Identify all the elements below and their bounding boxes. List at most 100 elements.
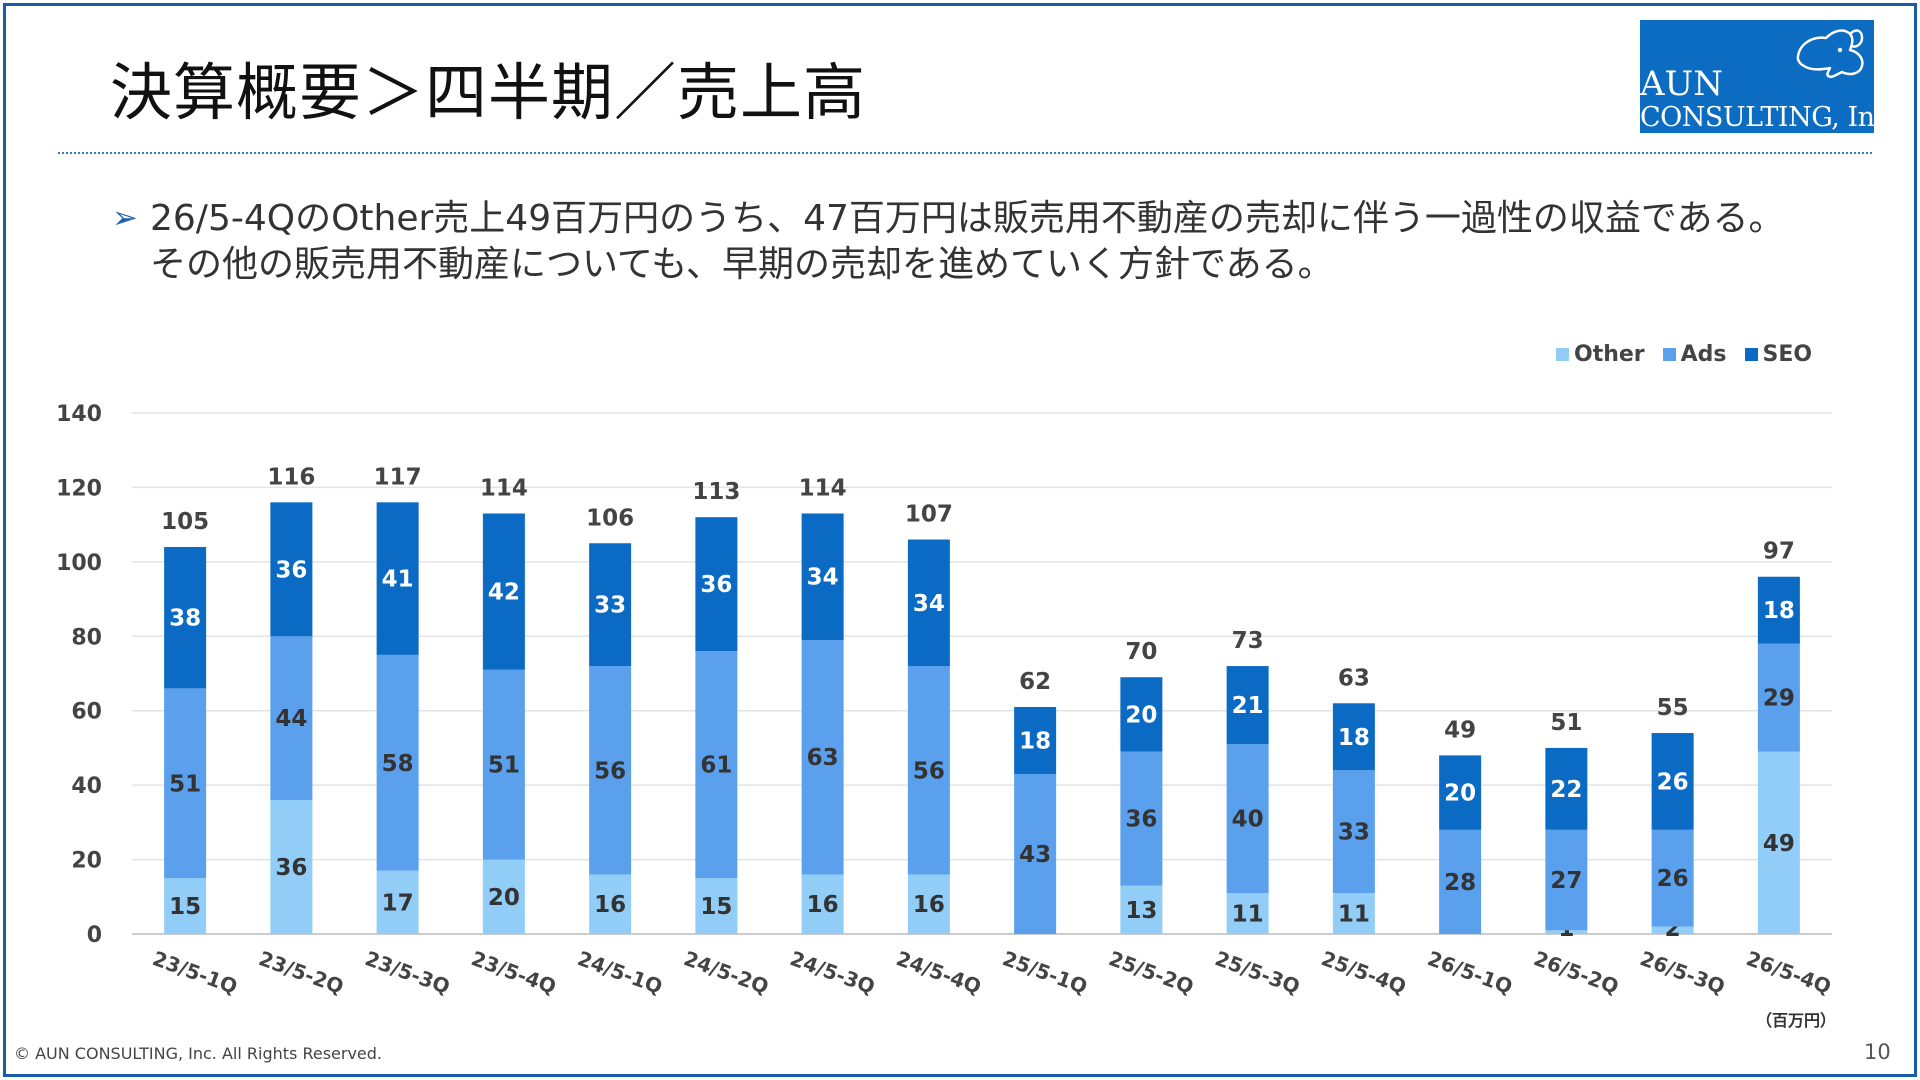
bar-segment-seo bbox=[1014, 706, 1057, 774]
bar-segment-other bbox=[164, 878, 207, 934]
x-tick-label: 26/5-2Q bbox=[1531, 946, 1622, 999]
bar-segment-other bbox=[1120, 885, 1163, 934]
y-tick-label: 40 bbox=[71, 774, 102, 799]
legend-label: SEO bbox=[1762, 342, 1813, 367]
data-label-ads: 40 bbox=[1232, 807, 1264, 833]
total-label: 55 bbox=[1657, 695, 1689, 721]
x-tick-label: 26/5-3Q bbox=[1637, 946, 1728, 999]
total-label: 63 bbox=[1338, 665, 1370, 691]
total-label: 106 bbox=[586, 505, 634, 531]
legend-item-other: Other bbox=[1556, 342, 1645, 367]
y-tick-label: 60 bbox=[71, 700, 102, 725]
x-tick-label: 24/5-3Q bbox=[787, 946, 878, 999]
data-label-seo: 33 bbox=[594, 593, 626, 619]
total-label: 51 bbox=[1550, 710, 1582, 736]
bar-segment-other bbox=[695, 878, 738, 934]
data-label-seo: 41 bbox=[382, 567, 414, 593]
data-label-ads: 61 bbox=[700, 753, 732, 779]
data-label-other: 49 bbox=[1763, 831, 1795, 857]
y-tick-label: 0 bbox=[87, 923, 102, 948]
data-label-other: 11 bbox=[1232, 902, 1264, 928]
data-label-other: 17 bbox=[382, 890, 414, 916]
data-label-ads: 63 bbox=[807, 745, 839, 771]
bar-segment-seo bbox=[1226, 666, 1269, 745]
note-line-2: その他の販売用不動産についても、早期の売却を進めていく方針である。 bbox=[150, 244, 1334, 285]
data-label-seo: 20 bbox=[1444, 781, 1476, 807]
bullet-arrow-icon: ➢ bbox=[112, 200, 138, 236]
data-label-seo: 26 bbox=[1657, 769, 1689, 795]
bar-segment-other bbox=[270, 800, 313, 934]
data-label-other: 16 bbox=[807, 892, 839, 918]
bar-segment-ads bbox=[907, 666, 950, 875]
bar-segment-ads bbox=[1757, 643, 1800, 752]
data-label-seo: 22 bbox=[1550, 777, 1582, 803]
slide-frame bbox=[3, 3, 1917, 1077]
legend-label: Ads bbox=[1680, 342, 1727, 367]
bar-segment-other bbox=[1757, 751, 1800, 934]
data-label-seo: 21 bbox=[1232, 693, 1264, 719]
data-label-ads: 29 bbox=[1763, 686, 1795, 712]
note-line-1: 26/5-4QのOther売上49百万円のうち、47百万円は販売用不動産の売却に… bbox=[150, 198, 1785, 239]
bar-segment-other bbox=[376, 870, 419, 934]
x-tick-label: 24/5-2Q bbox=[681, 946, 772, 999]
x-tick-label: 25/5-1Q bbox=[999, 946, 1090, 999]
bar-segment-ads bbox=[1332, 770, 1375, 894]
note-text: 26/5-4QのOther売上49百万円のうち、47百万円は販売用不動産の売却に… bbox=[150, 196, 1850, 288]
legend-item-ads: Ads bbox=[1662, 342, 1727, 367]
bar-segment-other bbox=[801, 874, 844, 934]
data-label-ads: 51 bbox=[169, 771, 201, 797]
data-label-seo: 18 bbox=[1019, 728, 1051, 754]
bar-segment-ads bbox=[801, 640, 844, 875]
bar-segment-ads bbox=[589, 666, 632, 875]
dog-icon bbox=[1796, 29, 1864, 79]
total-label: 73 bbox=[1232, 628, 1264, 654]
data-label-ads: 51 bbox=[488, 753, 520, 779]
x-tick-label: 23/5-1Q bbox=[149, 946, 240, 999]
data-label-ads: 56 bbox=[594, 758, 626, 784]
bar-segment-other bbox=[482, 859, 525, 934]
data-label-ads: 58 bbox=[382, 751, 414, 777]
bar-segment-ads bbox=[695, 651, 738, 879]
x-tick-label: 23/5-4Q bbox=[468, 946, 559, 999]
bar-segment-seo bbox=[482, 513, 525, 670]
bar-segment-other bbox=[1651, 926, 1694, 934]
data-label-other: 36 bbox=[275, 855, 307, 881]
logo-line1: AUN bbox=[1640, 64, 1723, 104]
bar-segment-other bbox=[1545, 930, 1588, 934]
total-label: 97 bbox=[1763, 539, 1795, 565]
data-label-ads: 33 bbox=[1338, 820, 1370, 846]
data-label-seo: 18 bbox=[1763, 598, 1795, 624]
title-divider bbox=[58, 152, 1872, 154]
bar-segment-seo bbox=[1651, 733, 1694, 830]
data-label-other: 16 bbox=[594, 892, 626, 918]
data-label-ads: 36 bbox=[1125, 807, 1157, 833]
bar-segment-seo bbox=[1332, 703, 1375, 771]
data-label-seo: 36 bbox=[275, 557, 307, 583]
y-tick-label: 140 bbox=[56, 402, 102, 427]
bar-segment-seo bbox=[695, 517, 738, 652]
bar-segment-seo bbox=[801, 513, 844, 641]
unit-label: （百万円） bbox=[1756, 1011, 1837, 1030]
bar-segment-ads bbox=[270, 636, 313, 801]
bar-segment-ads bbox=[1651, 829, 1694, 927]
page-number: 10 bbox=[1864, 1040, 1891, 1064]
legend-item-seo: SEO bbox=[1744, 342, 1813, 367]
bar-segment-other bbox=[907, 874, 950, 934]
bar-segment-other bbox=[1332, 893, 1375, 934]
total-label: 116 bbox=[267, 464, 315, 490]
data-label-seo: 18 bbox=[1338, 725, 1370, 751]
data-label-seo: 34 bbox=[807, 565, 839, 591]
bar-segment-seo bbox=[270, 502, 313, 637]
total-label: 62 bbox=[1019, 669, 1051, 695]
total-label: 107 bbox=[905, 502, 953, 528]
bar-segment-other bbox=[1226, 893, 1269, 934]
data-label-ads: 44 bbox=[275, 706, 307, 732]
x-tick-label: 26/5-4Q bbox=[1743, 946, 1834, 999]
total-label: 113 bbox=[692, 479, 740, 505]
bar-segment-seo bbox=[164, 546, 207, 689]
bar-segment-ads bbox=[1014, 773, 1057, 934]
bar-segment-ads bbox=[1120, 751, 1163, 886]
y-tick-label: 100 bbox=[56, 551, 102, 576]
total-label: 114 bbox=[480, 475, 528, 501]
